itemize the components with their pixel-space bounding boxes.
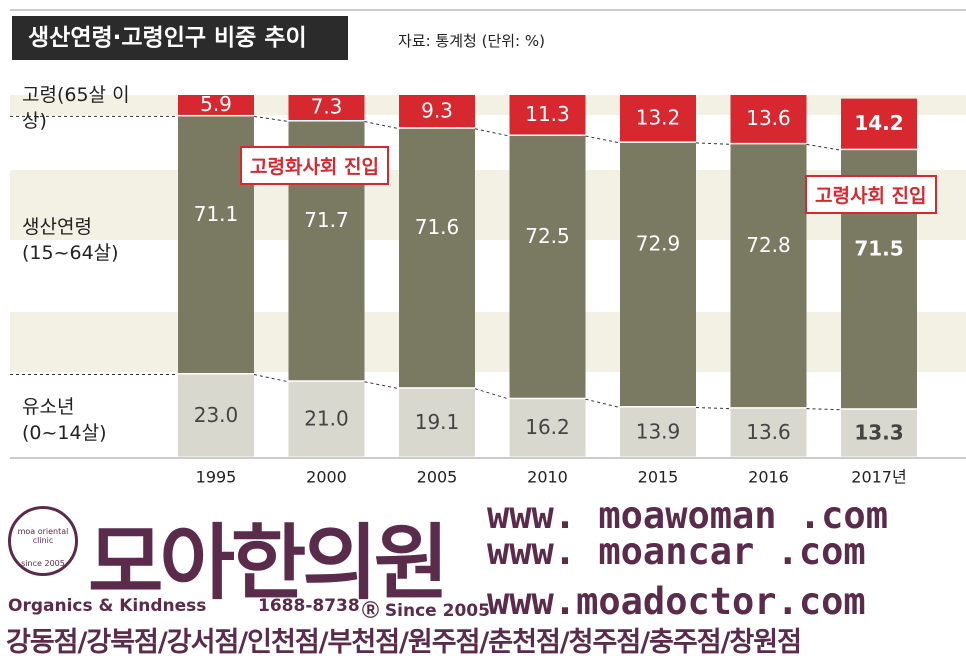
bar-segment — [509, 95, 586, 135]
bar-segment — [509, 399, 586, 457]
connector — [474, 388, 510, 400]
band — [10, 312, 966, 372]
logo: 모아한의원 — [88, 516, 449, 611]
chart: 23.0 71.1 5.9 1995 21.0 71.7 7.3 2000 19.1 71.6 9.… — [10, 9, 966, 487]
connector — [585, 135, 621, 144]
connector — [253, 115, 289, 122]
connector — [806, 143, 842, 151]
data-label: 71.1 — [194, 202, 239, 226]
x-tick-label: 2000 — [306, 468, 347, 487]
x-tick-label: 2010 — [527, 468, 568, 487]
x-tick-label: 2005 — [417, 468, 458, 487]
data-label: 13.6 — [746, 106, 791, 130]
phone: 1688-8738 — [258, 596, 360, 616]
data-label: 13.3 — [854, 420, 903, 444]
connector — [585, 398, 621, 409]
connector — [253, 374, 289, 383]
bar-segment — [620, 142, 696, 407]
connector — [806, 408, 842, 411]
data-label: 19.1 — [415, 410, 460, 434]
data-label: 23.0 — [194, 403, 239, 427]
data-label: 13.9 — [636, 419, 681, 443]
bar-segment — [841, 98, 917, 149]
x-tick-label: 1995 — [196, 468, 237, 487]
data-label: 14.2 — [854, 111, 903, 135]
bar-segment — [399, 128, 475, 388]
data-label: 72.9 — [636, 232, 681, 256]
connector — [695, 142, 731, 145]
data-label: 71.5 — [854, 236, 903, 260]
connector — [364, 381, 400, 390]
bar-segment — [288, 381, 365, 457]
bar-segment — [288, 95, 365, 120]
branches: 강동점/강북점/강서점/인천점/부천점/원주점/춘천점/청주점/충주점/창원점 — [6, 627, 802, 658]
since: Ⓡ Since 2005 — [362, 601, 490, 621]
data-label: 5.9 — [200, 92, 232, 116]
bar-segment — [399, 95, 475, 128]
data-label: 7.3 — [311, 95, 343, 119]
chart-title: 생산연령·고령인구 비중 추이 — [12, 16, 348, 60]
annotation: 고령화사회 진입 — [240, 146, 389, 185]
data-label: 72.5 — [525, 224, 570, 248]
bar-segment — [509, 136, 586, 398]
bar-segment — [178, 95, 254, 115]
bar-segment — [730, 144, 807, 408]
data-label: 13.2 — [636, 105, 681, 129]
x-tick-label: 2015 — [638, 468, 679, 487]
connector — [695, 407, 731, 410]
data-label: 71.7 — [304, 208, 349, 232]
bar-segment — [399, 388, 475, 457]
url: www.moadoctor.com — [487, 580, 866, 623]
data-label: 16.2 — [525, 415, 570, 439]
legend-label: 유소년 (0~14살) — [22, 396, 107, 444]
connector — [474, 128, 510, 137]
bar-segment — [620, 95, 696, 142]
data-label: 71.6 — [415, 215, 460, 239]
data-label: 11.3 — [525, 102, 570, 126]
legend-label: 생산연령 (15~64살) — [22, 216, 119, 264]
band — [10, 95, 966, 115]
data-label: 72.8 — [746, 233, 791, 257]
annotation: 고령사회 진입 — [805, 175, 937, 214]
data-label: 9.3 — [421, 98, 453, 122]
data-label: 21.0 — [304, 406, 349, 430]
source: 자료: 통계청 (단위: %) — [398, 32, 545, 50]
bar-segment — [178, 374, 254, 457]
bar-segment — [730, 95, 807, 143]
badge: moa oriental clinic since 2005 — [8, 506, 78, 576]
badge-text: moa oriental clinic — [17, 527, 69, 545]
bar-segment — [841, 409, 917, 457]
bar-segment — [730, 408, 807, 457]
url: www. moawoman .com — [487, 494, 888, 537]
badge-text: since 2005 — [21, 559, 65, 568]
connector — [364, 121, 400, 130]
bar-segment — [620, 407, 696, 457]
x-tick-label: 2016 — [748, 468, 789, 487]
x-tick-label: 2017년 — [851, 468, 906, 487]
url: www. moancar .com — [487, 530, 866, 573]
slogan: Organics & Kindness — [8, 596, 207, 616]
legend-label: 고령(65살 이상) — [22, 84, 130, 132]
data-label: 13.6 — [746, 420, 791, 444]
